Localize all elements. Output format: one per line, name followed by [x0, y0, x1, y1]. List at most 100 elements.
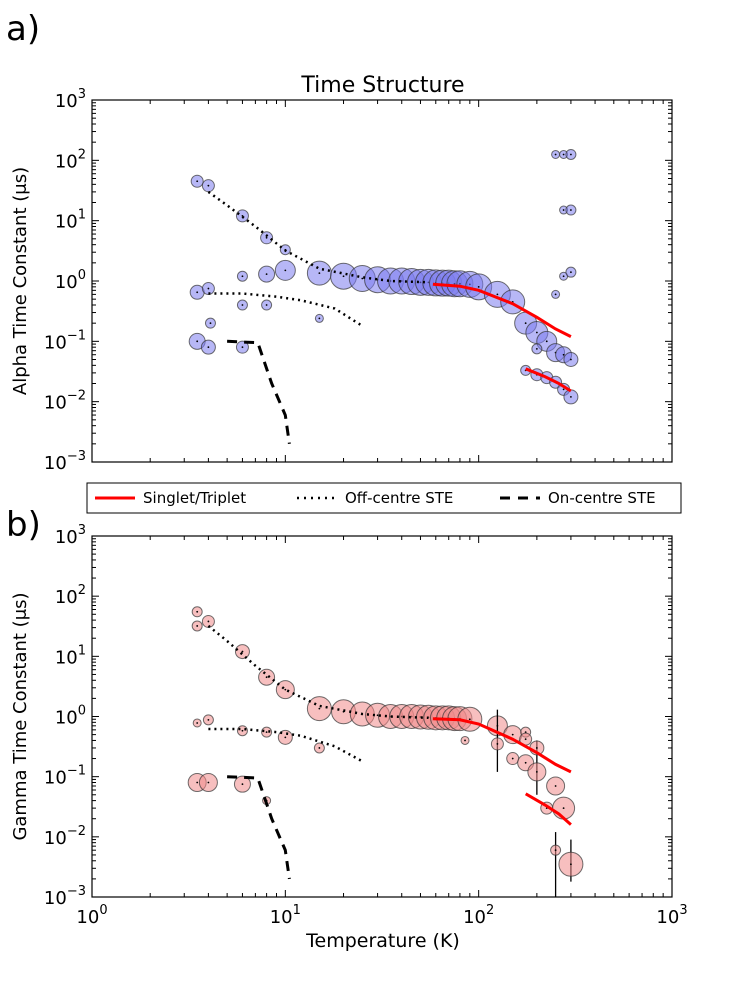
- y-tick-label: 102: [55, 583, 86, 608]
- data-point-center: [284, 688, 287, 691]
- x-tick-label: 101: [270, 903, 301, 928]
- plot-area-b: [187, 606, 584, 897]
- data-point-center: [209, 322, 212, 325]
- panel-b-label: b): [6, 505, 41, 545]
- data-point-center: [265, 236, 268, 239]
- chart-title: Time Structure: [300, 73, 464, 98]
- y-tick-label: 102: [55, 147, 86, 172]
- data-point-center: [196, 180, 199, 183]
- x-tick-label: 103: [656, 903, 687, 928]
- y-tick-label: 10−2: [44, 389, 86, 414]
- data-point-center: [196, 610, 199, 613]
- data-point-center: [535, 771, 538, 773]
- plot-frame-a: [91, 99, 673, 463]
- y-tick-label: 100: [55, 704, 86, 729]
- data-point-center: [535, 347, 538, 350]
- data-point-center: [570, 863, 572, 866]
- panel-b: 100 101 102 103 10−3 10−2 10−1 100 101 102 103 Gamm…: [10, 523, 688, 928]
- legend-frame: [86, 482, 682, 514]
- x-axis-label: Temperature (K): [305, 930, 460, 952]
- data-point-center: [554, 849, 557, 852]
- panel-a: 10−3 10−2 10−1 100 101 102 103 Alpha Time Const…: [10, 87, 673, 474]
- data-point-center: [524, 322, 527, 325]
- data-point-center: [196, 340, 199, 343]
- data-point-center: [562, 275, 565, 278]
- legend-label-oncentre: On-centre STE: [548, 489, 656, 507]
- off-centre-ste-line: [208, 727, 363, 763]
- y-tick-label: 101: [55, 208, 86, 233]
- data-point-center: [562, 388, 565, 391]
- legend: Singlet/Triplet Off-centre STE On-centre…: [86, 482, 682, 514]
- legend-label-singlet: Singlet/Triplet: [143, 489, 246, 507]
- data-point-center: [562, 209, 565, 211]
- data-point-center: [535, 747, 538, 749]
- y-tick-label: 103: [55, 523, 86, 548]
- y-tick-label: 10−1: [44, 328, 86, 353]
- singlet-triplet-line: [525, 367, 572, 393]
- data-point-center: [496, 743, 499, 745]
- x-tick-label: 102: [463, 903, 494, 928]
- data-point-center: [241, 346, 244, 349]
- data-point-center: [464, 739, 466, 742]
- y-tick-label: 10−3: [44, 449, 86, 474]
- plot-area-a: [188, 148, 579, 445]
- data-point-center: [535, 331, 538, 334]
- data-point-center: [318, 317, 321, 320]
- data-point-center: [196, 781, 199, 784]
- y-tick-label: 10−1: [44, 764, 86, 789]
- data-point-center: [554, 153, 557, 156]
- data-point-center: [318, 707, 321, 710]
- data-point-center: [196, 291, 199, 294]
- data-point-center: [241, 783, 244, 786]
- data-point-center: [196, 722, 199, 724]
- data-point-center: [562, 807, 565, 810]
- y-tick-label: 100: [55, 268, 86, 293]
- off-centre-ste-line: [208, 292, 363, 327]
- data-point-center: [554, 785, 557, 787]
- data-point-center: [524, 761, 527, 764]
- data-point-center: [524, 738, 527, 741]
- data-point-center: [241, 650, 244, 653]
- y-axis-label-b: Gamma Time Constant (μs): [10, 592, 31, 840]
- data-point-center: [361, 277, 364, 280]
- data-point-center: [241, 275, 244, 278]
- on-centre-ste-line: [227, 339, 291, 445]
- data-point-center: [468, 718, 471, 721]
- panel-a-label: a): [6, 9, 40, 49]
- data-point-center: [207, 287, 210, 290]
- data-point-center: [554, 293, 557, 296]
- data-point-center: [207, 184, 210, 187]
- singlet-triplet-line: [432, 717, 572, 774]
- y-tick-label: 10−3: [44, 884, 86, 909]
- data-point-center: [524, 731, 527, 734]
- data-point-center: [376, 714, 379, 717]
- data-point-center: [207, 346, 210, 349]
- data-point-center: [284, 269, 287, 272]
- legend-label-offcentre: Off-centre STE: [345, 489, 453, 507]
- data-point-center: [511, 733, 514, 736]
- data-point-center: [342, 275, 345, 278]
- on-centre-ste-line: [227, 775, 291, 880]
- data-point-center: [241, 304, 244, 306]
- x-tick-label: 100: [76, 903, 107, 928]
- data-point-center: [477, 285, 480, 288]
- data-point-center: [562, 353, 565, 356]
- data-point-center: [496, 293, 499, 296]
- data-point-center: [570, 153, 572, 156]
- off-centre-ste-line: [207, 624, 429, 720]
- data-point-center: [241, 729, 244, 732]
- data-point-center: [265, 731, 268, 734]
- data-point-center: [562, 153, 565, 156]
- data-point-center: [318, 272, 321, 275]
- data-point-center: [265, 304, 268, 306]
- data-point-center: [511, 757, 514, 760]
- data-point-center: [207, 620, 210, 623]
- data-point-center: [207, 718, 210, 721]
- data-point-center: [570, 358, 572, 361]
- singlet-triplet-line: [432, 282, 572, 338]
- data-point-center: [570, 271, 572, 274]
- y-tick-label: 103: [55, 87, 86, 112]
- y-axis-label-a: Alpha Time Constant (μs): [10, 167, 31, 395]
- y-tick-label: 101: [55, 643, 86, 668]
- data-point-center: [570, 209, 572, 211]
